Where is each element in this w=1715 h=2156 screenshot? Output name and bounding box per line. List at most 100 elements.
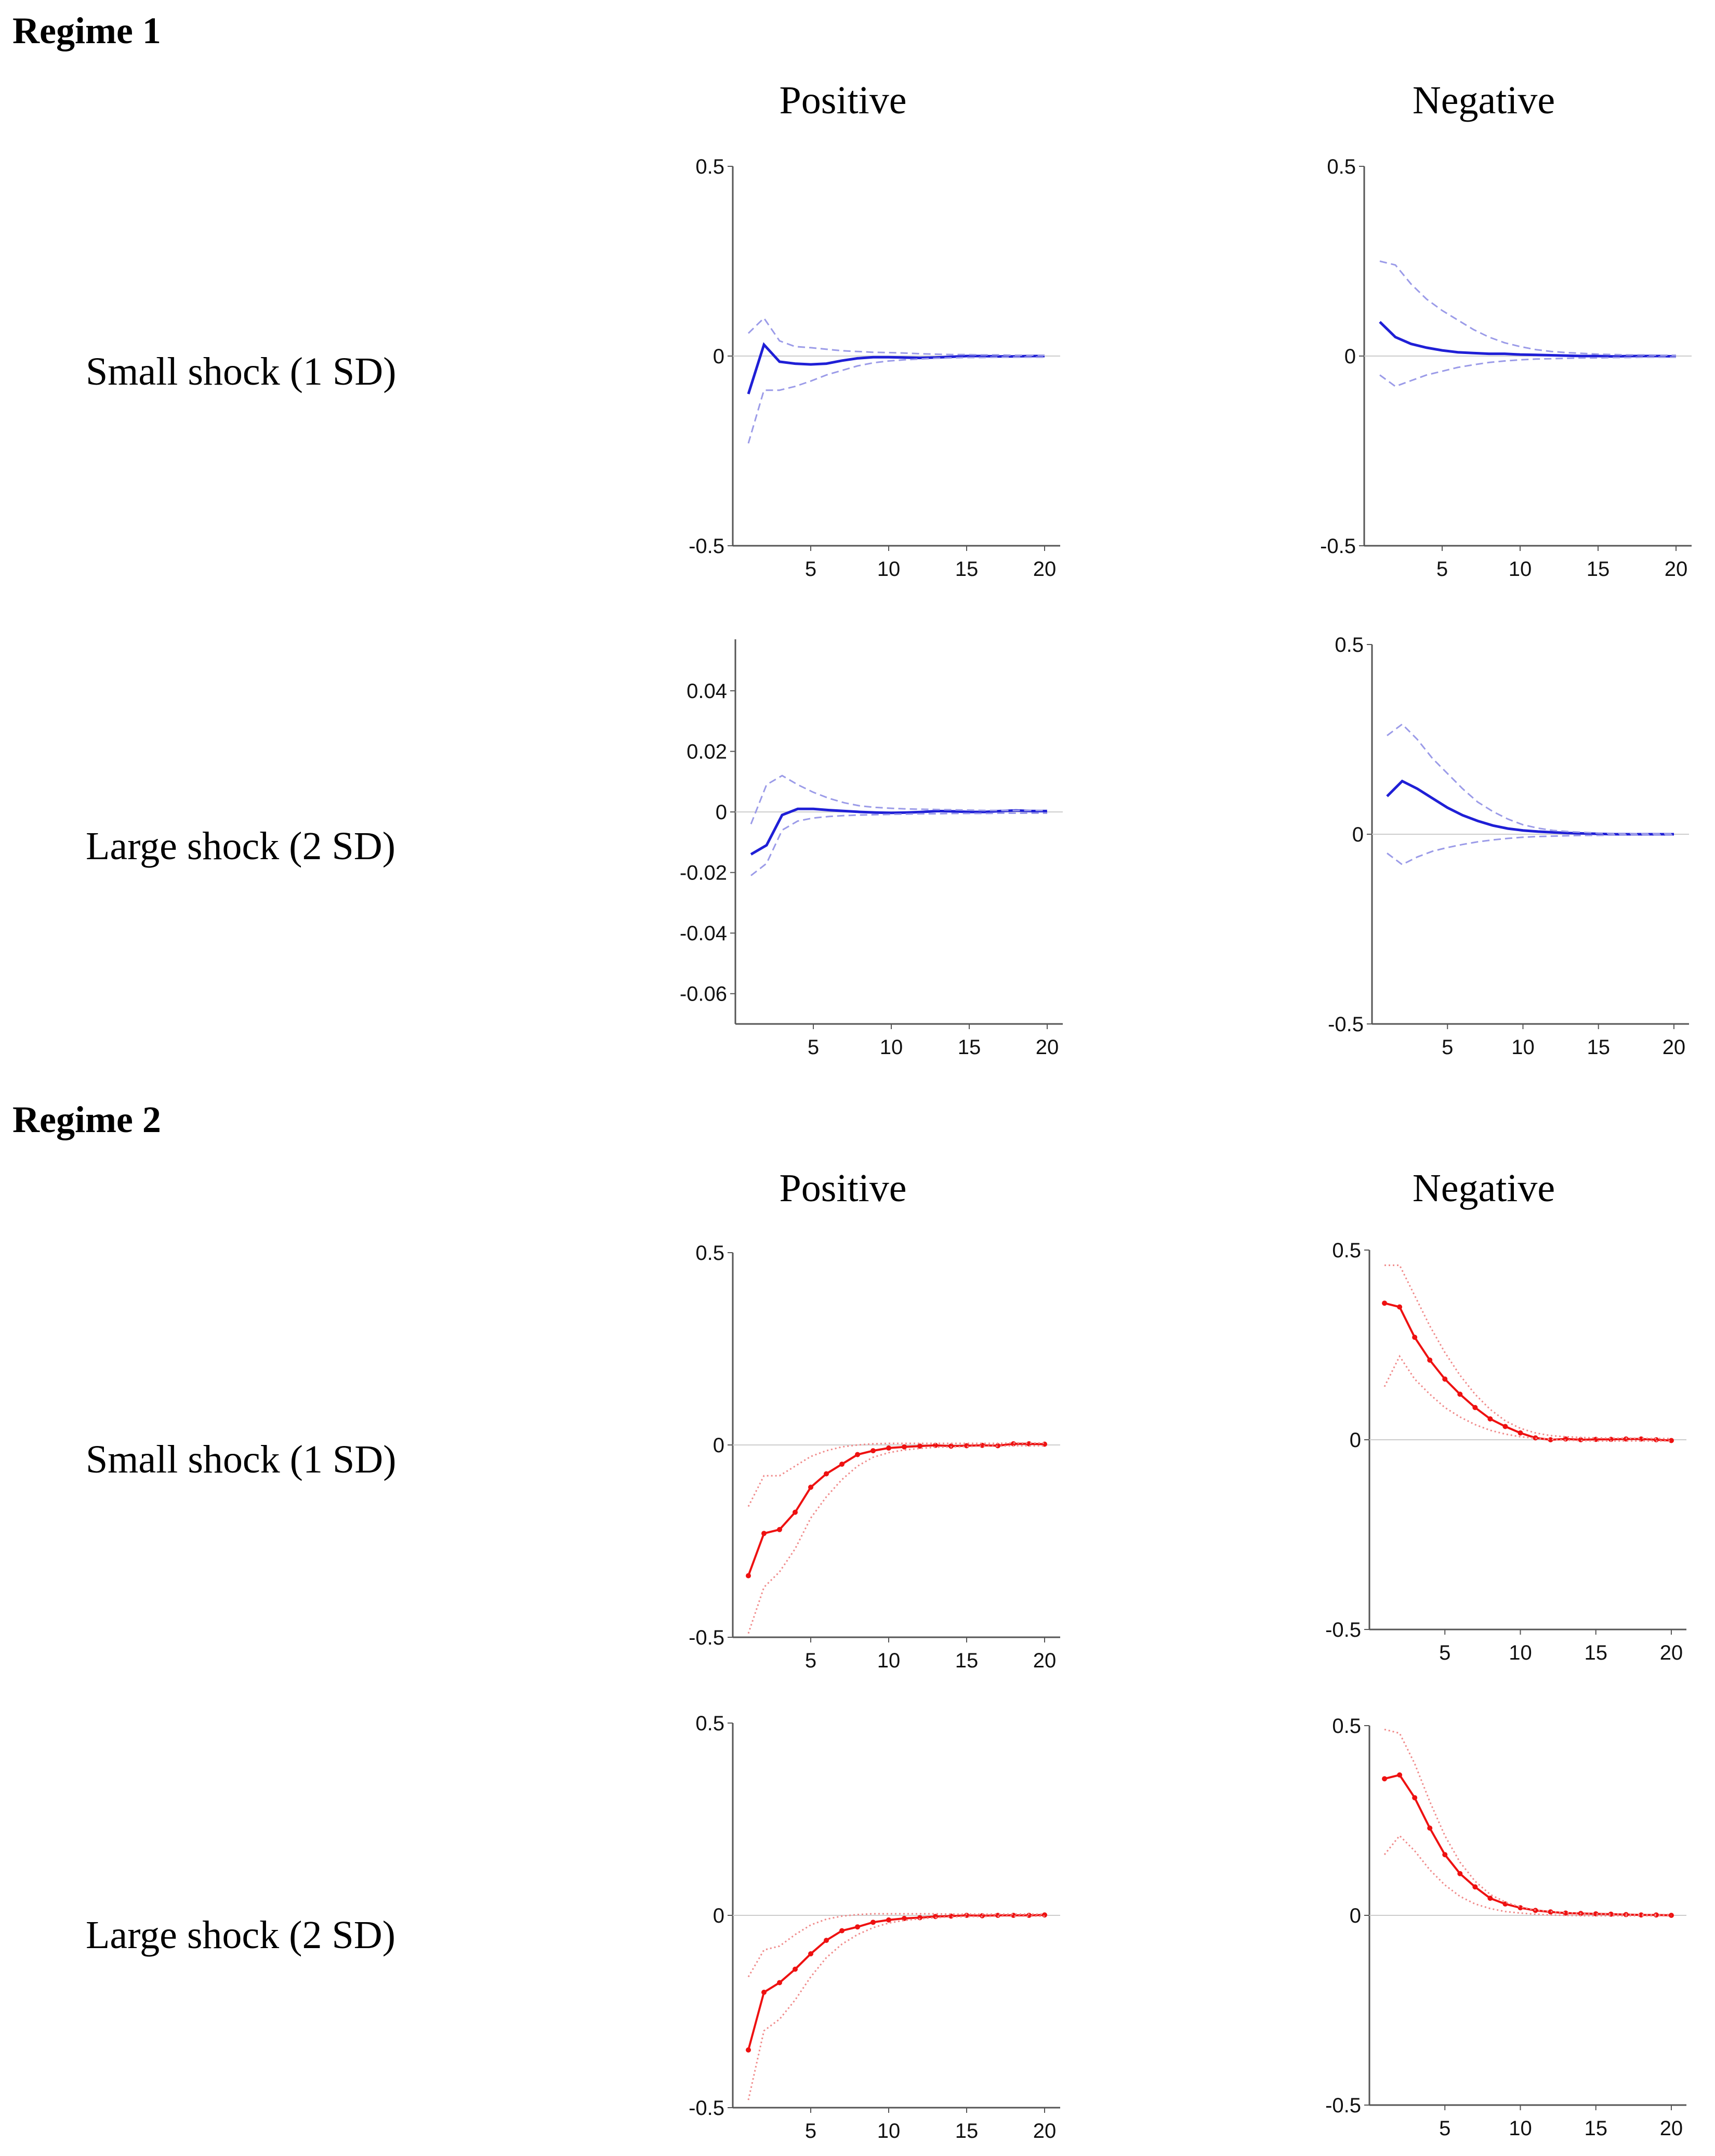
y-tick-label: -0.06 [680, 983, 727, 1006]
x-tick-label: 5 [1439, 2117, 1450, 2140]
series-lower-band [750, 812, 1047, 876]
y-tick-label: -0.5 [1325, 1619, 1361, 1641]
estimate-point [1397, 1772, 1403, 1778]
estimate-point [777, 1980, 782, 1986]
estimate-point [1427, 1825, 1433, 1831]
y-tick-label: -0.04 [680, 922, 727, 945]
estimate-point [1653, 1912, 1659, 1918]
estimate-point [1548, 1909, 1553, 1915]
estimate-point [746, 2047, 751, 2053]
series-lower-band [1387, 834, 1674, 866]
series-estimate-line [1379, 321, 1677, 358]
y-tick-label: 0 [716, 801, 727, 824]
x-tick-label: 15 [958, 1036, 981, 1059]
estimate-point [761, 1531, 767, 1536]
x-tick-label: 20 [1660, 1641, 1683, 1664]
estimate-point [870, 1920, 876, 1925]
x-tick-label: 10 [877, 1649, 901, 1672]
estimate-point [1472, 1884, 1478, 1890]
series-lower-band [1383, 1355, 1671, 1442]
estimate-point [1382, 1776, 1388, 1782]
x-tick-label: 20 [1033, 2120, 1057, 2142]
estimate-point [1548, 1437, 1553, 1442]
y-tick-label: 0 [1350, 1429, 1361, 1452]
row-label-large-shock: Large shock (2 SD) [86, 824, 395, 868]
chart-regime2-large-negative: -0.5 0 0.5 5 10 15 20 [1325, 1715, 1686, 2140]
estimate-point [793, 1966, 798, 1972]
estimate-point [808, 1484, 813, 1490]
series-upper-band [750, 774, 1047, 824]
estimate-point [1457, 1871, 1463, 1876]
series-lower-band [747, 1915, 1045, 2100]
chart-regime2-large-positive: -0.5 0 0.5 5 10 15 20 [689, 1712, 1060, 2142]
estimate-point [1668, 1438, 1674, 1443]
y-tick-label: 0 [1344, 345, 1356, 368]
x-tick-label: 5 [1442, 1036, 1453, 1059]
x-tick-label: 15 [1584, 2117, 1607, 2140]
chart-regime1-small-positive: -0.5 0 0.5 5 10 15 20 [689, 155, 1060, 581]
estimate-point [995, 1443, 1000, 1449]
row-label-small-shock: Small shock (1 SD) [86, 1438, 397, 1481]
y-tick-label: 0 [713, 345, 724, 368]
y-tick-label: 0.02 [687, 741, 727, 764]
estimate-point [1427, 1357, 1433, 1363]
estimate-point [1442, 1852, 1448, 1858]
estimate-point [902, 1915, 907, 1921]
x-tick-label: 10 [1511, 1036, 1535, 1059]
estimate-point [1442, 1376, 1448, 1382]
y-tick-label: 0 [713, 1434, 724, 1457]
estimate-point [824, 1938, 829, 1943]
estimate-point [761, 1990, 767, 1995]
x-tick-label: 20 [1665, 558, 1688, 581]
x-tick-label: 20 [1033, 558, 1057, 581]
regime-2-title: Regime 2 [12, 1099, 161, 1140]
estimate-point [1518, 1430, 1523, 1436]
series-lower-band [1383, 1834, 1671, 1917]
estimate-point [1412, 1334, 1418, 1340]
series-upper-band [1379, 260, 1676, 356]
estimate-point [793, 1509, 798, 1515]
x-tick-label: 5 [1436, 558, 1448, 581]
x-tick-label: 5 [805, 558, 816, 581]
estimate-point [1457, 1391, 1463, 1397]
y-tick-label: -0.5 [1328, 1013, 1364, 1036]
x-tick-label: 20 [1663, 1036, 1686, 1059]
x-tick-label: 15 [955, 558, 979, 581]
x-tick-label: 20 [1033, 1649, 1057, 1672]
estimate-point [839, 1462, 845, 1467]
series-estimate-line [1384, 1302, 1672, 1442]
chart-regime1-small-negative: -0.5 0 0.5 5 10 15 20 [1320, 155, 1692, 581]
x-tick-label: 10 [1509, 558, 1532, 581]
estimate-point [1502, 1424, 1508, 1429]
x-tick-label: 5 [805, 2120, 816, 2142]
x-tick-label: 10 [1509, 2117, 1532, 2140]
x-tick-label: 15 [955, 1649, 979, 1672]
column-header-positive: Positive [779, 78, 907, 122]
estimate-point [902, 1444, 907, 1450]
estimate-point [1397, 1304, 1403, 1310]
y-tick-label: -0.02 [680, 862, 727, 885]
x-tick-label: 5 [808, 1036, 819, 1059]
estimate-point [917, 1915, 922, 1921]
estimate-point [886, 1917, 891, 1923]
row-label-small-shock: Small shock (1 SD) [86, 350, 397, 393]
y-tick-label: -0.5 [689, 1626, 724, 1649]
y-tick-label: -0.5 [1325, 2094, 1361, 2117]
series-estimate-line [750, 807, 1047, 856]
series-upper-band [1384, 1264, 1671, 1440]
estimate-point [746, 1573, 751, 1579]
estimate-point [839, 1928, 845, 1934]
x-tick-label: 15 [1587, 558, 1610, 581]
estimate-point [1487, 1896, 1493, 1901]
series-upper-band [747, 1913, 1045, 1978]
x-tick-label: 20 [1660, 2117, 1683, 2140]
series-lower-band [1379, 356, 1676, 388]
column-header-negative: Negative [1412, 1166, 1555, 1210]
y-tick-label: 0.04 [687, 680, 727, 703]
series-estimate-line [747, 1914, 1045, 2050]
y-tick-label: -0.5 [689, 2097, 724, 2120]
x-tick-label: 20 [1036, 1036, 1059, 1059]
y-tick-label: 0 [713, 1904, 724, 1927]
y-tick-label: -0.5 [689, 535, 724, 558]
chart-regime1-large-positive: -0.06 -0.04 -0.02 0 0.02 0.04 5 10 15 20 [680, 639, 1063, 1059]
